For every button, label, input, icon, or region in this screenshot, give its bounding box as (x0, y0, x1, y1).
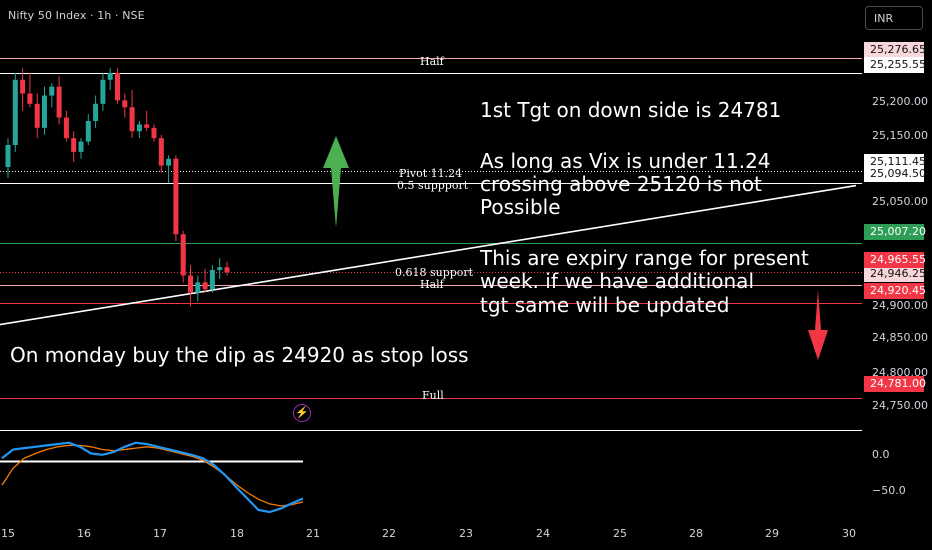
x-tick: 17 (153, 527, 167, 540)
note-expiry-1: This are expiry range for present (480, 246, 809, 270)
trendline (0, 184, 857, 326)
candle-body (5, 145, 11, 167)
candle-body (129, 107, 135, 132)
candle-body (144, 124, 150, 128)
candle-body (166, 158, 172, 166)
price-label-25094: 25,094.50 (864, 166, 926, 182)
candle-body (100, 79, 106, 104)
note-expiry-3: tgt same will be updated (480, 293, 730, 317)
level-label-support-0618: 0.618 support (395, 266, 474, 279)
price-label-25276: 25,276.65 (864, 42, 926, 58)
down-arrow-icon (808, 290, 828, 360)
x-tick: 30 (842, 527, 856, 540)
candles (5, 68, 230, 307)
x-tick: 21 (306, 527, 320, 540)
x-tick: 16 (77, 527, 91, 540)
osc-tick: −50.0 (872, 484, 906, 497)
price-tick: 25,050.00 (872, 195, 928, 208)
currency-button[interactable]: INR (865, 6, 923, 30)
price-tick: 25,150.00 (872, 129, 928, 142)
candle-body (20, 79, 26, 94)
price-tick: 25,200.00 (872, 95, 928, 108)
x-tick: 23 (459, 527, 473, 540)
price-label-24946: 24,946.25 (864, 266, 926, 282)
oscillator-signal-line (1, 444, 304, 507)
note-vix-3: Possible (480, 195, 561, 219)
oscillator-main-line (1, 441, 304, 514)
candle-body (78, 141, 84, 152)
candle-body (56, 86, 62, 118)
note-target: 1st Tgt on down side is 24781 (480, 98, 782, 122)
candle-body (34, 103, 40, 128)
level-label-half-mid: Half (420, 278, 444, 291)
up-arrow-icon (323, 136, 349, 228)
candle-body (63, 117, 69, 139)
note-vix-1: As long as Vix is under 11.24 (480, 149, 771, 173)
osc-tick: 0.0 (872, 448, 890, 461)
candle-body (136, 124, 142, 132)
price-label-24920: 24,920.45 (864, 283, 926, 299)
candle-body (85, 120, 91, 142)
price-label-24781: 24,781.00 (864, 376, 926, 392)
candle-body (49, 86, 55, 96)
candle-body (93, 103, 99, 121)
candle-body (202, 282, 208, 290)
candle-body (107, 72, 113, 80)
price-label-24965: 24,965.55 (864, 252, 926, 268)
level-label-full: Full (422, 389, 444, 402)
candle-body (217, 267, 223, 270)
trendline-layer (0, 184, 857, 326)
candle-body (12, 79, 18, 146)
x-tick: 25 (613, 527, 627, 540)
candle-body (180, 234, 186, 276)
lightning-icon[interactable]: ⚡ (293, 404, 311, 422)
price-label-25255: 25,255.55 (864, 57, 926, 73)
x-tick: 29 (765, 527, 779, 540)
x-tick: 15 (1, 527, 15, 540)
level-label-half-top: Half (420, 55, 444, 68)
x-tick: 22 (382, 527, 396, 540)
horizontal-levels (0, 58, 862, 431)
x-tick: 28 (689, 527, 703, 540)
price-tick: 24,800.00 (872, 366, 928, 379)
chart-header: Nifty 50 Index · 1h · NSE (8, 9, 145, 22)
oscillator-pane (0, 441, 304, 514)
price-label-25007: 25,007.20 (864, 224, 926, 240)
candle-body (173, 158, 179, 235)
candle-body (195, 282, 201, 293)
price-tick: 24,750.00 (872, 399, 928, 412)
candle-body (115, 72, 120, 101)
candle-body (151, 127, 157, 139)
candle-body (71, 138, 77, 152)
level-label-pivot: Pivot 11.24 (399, 167, 463, 180)
level-label-support-05: 0.5 suppport (397, 179, 469, 192)
x-tick: 18 (230, 527, 244, 540)
note-expiry-2: week. if we have additional (480, 269, 754, 293)
candle-body (224, 267, 230, 273)
arrows (323, 136, 828, 360)
x-tick: 24 (536, 527, 550, 540)
candle-body (122, 100, 128, 108)
candle-body (209, 269, 215, 290)
candle-body (188, 275, 193, 293)
candle-body (42, 95, 47, 128)
price-tick: 24,900.00 (872, 299, 928, 312)
candle-body (158, 138, 164, 166)
note-monday: On monday buy the dip as 24920 as stop l… (10, 343, 469, 367)
note-vix-2: crossing above 25120 is not (480, 172, 762, 196)
price-tick: 24,850.00 (872, 331, 928, 344)
candle-body (27, 93, 33, 104)
